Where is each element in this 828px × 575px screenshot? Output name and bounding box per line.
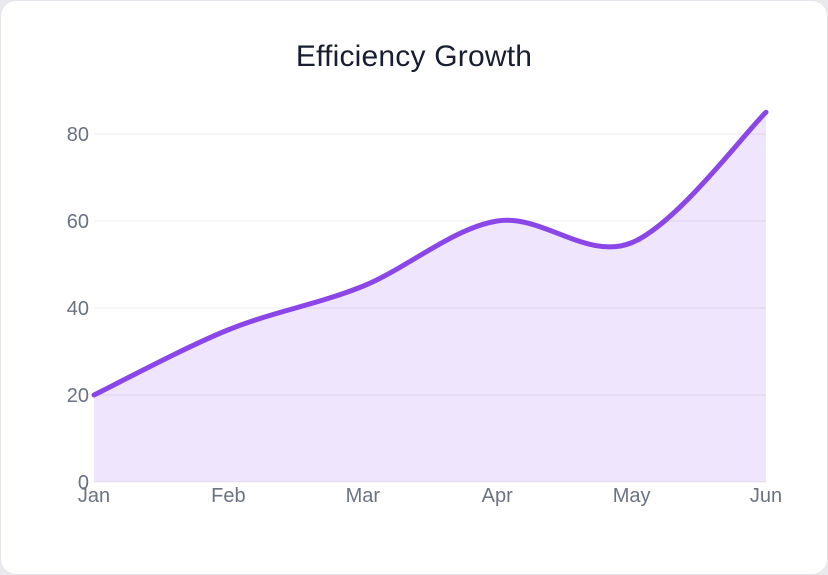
chart-title: Efficiency Growth: [295, 40, 533, 73]
y-axis-tick-label-80: 80: [67, 124, 89, 146]
x-axis-tick-label-apr: Apr: [482, 485, 513, 507]
x-axis-tick-label-feb: Feb: [211, 485, 245, 507]
y-axis-tick-label-60: 60: [67, 211, 89, 233]
x-axis-tick-label-jan: Jan: [78, 485, 110, 507]
y-axis-tick-label-0: 0: [78, 472, 89, 494]
y-axis-tick-label-40: 40: [67, 298, 89, 320]
area-fill: [94, 112, 766, 482]
x-axis-tick-label-mar: Mar: [346, 485, 381, 507]
y-axis-tick-label-20: 20: [67, 385, 89, 407]
series-line: [91, 109, 769, 398]
x-axis-tick-label-may: May: [613, 485, 651, 507]
x-axis-tick-label-jun: Jun: [750, 485, 782, 507]
